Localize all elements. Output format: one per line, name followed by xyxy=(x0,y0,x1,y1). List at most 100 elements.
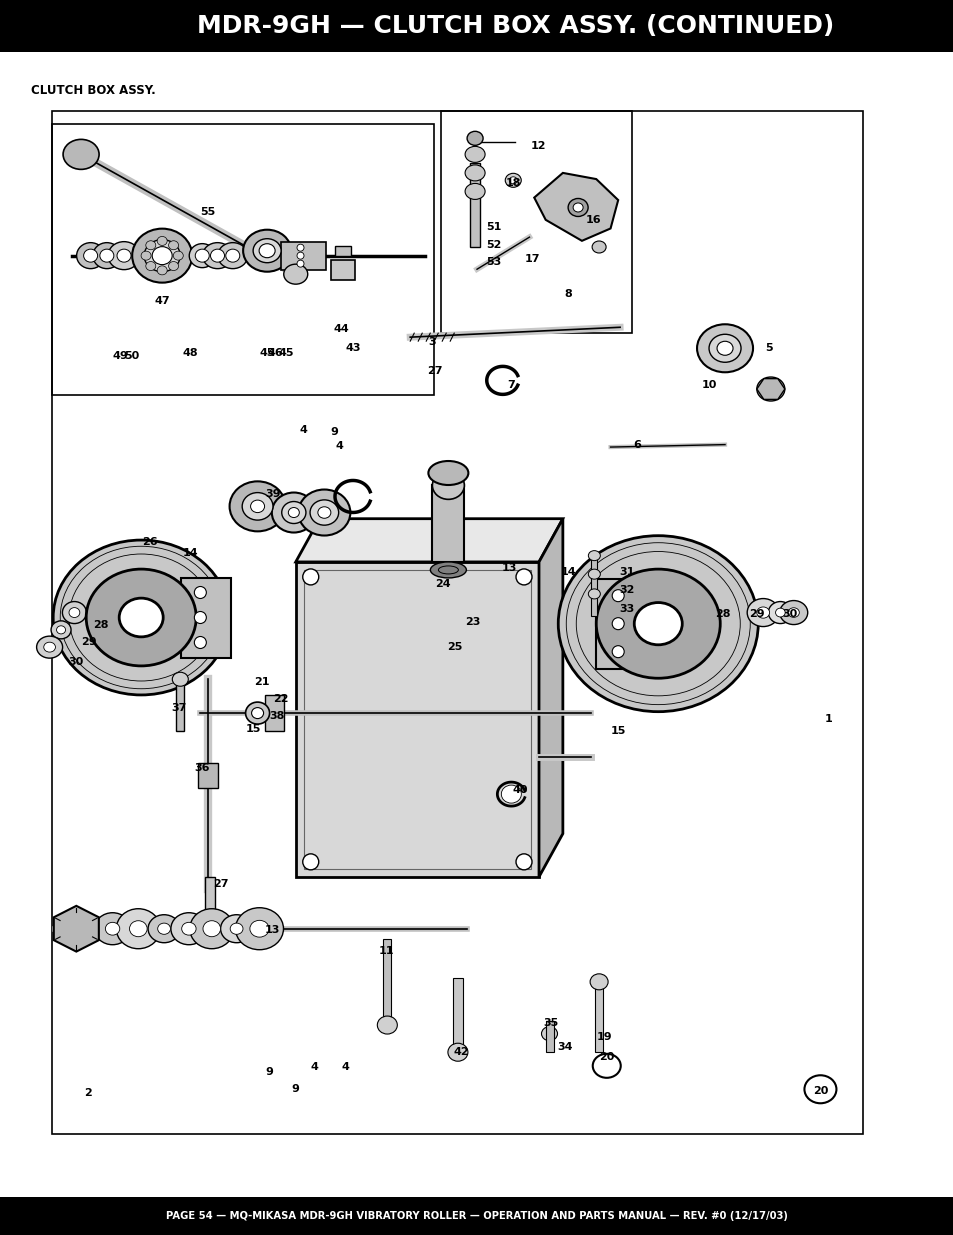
Text: 32: 32 xyxy=(618,585,634,595)
Text: 49: 49 xyxy=(112,351,128,361)
Ellipse shape xyxy=(467,131,482,146)
Ellipse shape xyxy=(53,540,229,695)
Text: 9: 9 xyxy=(265,1067,273,1077)
Text: 12: 12 xyxy=(530,141,545,151)
Text: 15: 15 xyxy=(610,726,625,736)
Text: 28: 28 xyxy=(93,620,109,630)
Text: 6: 6 xyxy=(633,440,640,450)
Ellipse shape xyxy=(108,242,140,269)
Text: 22: 22 xyxy=(273,694,288,704)
Ellipse shape xyxy=(588,589,599,599)
Bar xyxy=(470,163,479,247)
Text: 47: 47 xyxy=(154,296,170,306)
Ellipse shape xyxy=(516,853,532,869)
Ellipse shape xyxy=(202,242,233,269)
Bar xyxy=(596,579,643,668)
Text: 42: 42 xyxy=(454,1047,469,1057)
Polygon shape xyxy=(538,519,562,877)
Ellipse shape xyxy=(588,551,599,561)
Ellipse shape xyxy=(501,785,520,803)
Ellipse shape xyxy=(787,608,799,618)
Bar xyxy=(181,578,231,657)
Text: 15: 15 xyxy=(246,724,261,734)
Text: 35: 35 xyxy=(543,1018,558,1028)
Ellipse shape xyxy=(505,173,520,188)
Bar xyxy=(595,988,602,1052)
Ellipse shape xyxy=(130,921,147,936)
Bar xyxy=(591,592,597,616)
Ellipse shape xyxy=(281,501,306,524)
Ellipse shape xyxy=(310,500,338,525)
Ellipse shape xyxy=(84,249,97,262)
Ellipse shape xyxy=(148,915,180,942)
Ellipse shape xyxy=(181,923,196,935)
Ellipse shape xyxy=(612,589,623,601)
Ellipse shape xyxy=(592,241,605,253)
Text: 31: 31 xyxy=(618,567,634,577)
Polygon shape xyxy=(756,379,784,399)
Ellipse shape xyxy=(169,262,178,270)
Ellipse shape xyxy=(541,1026,557,1041)
Ellipse shape xyxy=(465,147,484,162)
Ellipse shape xyxy=(51,621,71,638)
Text: 27: 27 xyxy=(427,366,442,375)
Ellipse shape xyxy=(516,569,532,585)
Bar xyxy=(453,978,462,1052)
Text: 4: 4 xyxy=(341,1062,349,1072)
Polygon shape xyxy=(295,519,562,562)
Text: 24: 24 xyxy=(435,579,450,589)
Text: 52: 52 xyxy=(486,240,501,249)
Text: 10: 10 xyxy=(701,380,717,390)
Bar xyxy=(432,485,464,562)
Text: 7: 7 xyxy=(507,380,515,390)
Text: CLUTCH BOX ASSY.: CLUTCH BOX ASSY. xyxy=(30,84,155,96)
Text: 4: 4 xyxy=(335,441,343,451)
Ellipse shape xyxy=(146,262,155,270)
Ellipse shape xyxy=(590,974,607,989)
Text: MDR-9GH — CLUTCH BOX ASSY. (CONTINUED): MDR-9GH — CLUTCH BOX ASSY. (CONTINUED) xyxy=(196,14,833,38)
Ellipse shape xyxy=(302,853,318,869)
Ellipse shape xyxy=(259,243,274,258)
Ellipse shape xyxy=(226,249,239,262)
Bar xyxy=(198,763,217,788)
Polygon shape xyxy=(53,905,99,952)
Text: 23: 23 xyxy=(465,618,480,627)
Ellipse shape xyxy=(141,251,151,261)
Ellipse shape xyxy=(756,606,769,619)
Ellipse shape xyxy=(217,242,248,269)
Bar xyxy=(281,242,326,269)
Ellipse shape xyxy=(173,251,183,261)
Text: 21: 21 xyxy=(253,677,269,687)
Ellipse shape xyxy=(298,489,350,536)
Ellipse shape xyxy=(576,552,740,695)
Ellipse shape xyxy=(171,913,207,945)
Text: 53: 53 xyxy=(486,257,501,267)
Ellipse shape xyxy=(243,230,291,272)
Polygon shape xyxy=(534,173,618,241)
Text: 17: 17 xyxy=(524,254,539,264)
Ellipse shape xyxy=(775,608,784,618)
Ellipse shape xyxy=(220,915,253,942)
Ellipse shape xyxy=(448,1044,467,1061)
Text: 29: 29 xyxy=(748,609,763,619)
Ellipse shape xyxy=(432,472,464,499)
Ellipse shape xyxy=(568,199,587,216)
Ellipse shape xyxy=(100,249,113,262)
Ellipse shape xyxy=(230,923,243,935)
Text: 38: 38 xyxy=(269,711,284,721)
Ellipse shape xyxy=(697,325,752,372)
Text: 46: 46 xyxy=(268,348,283,358)
Ellipse shape xyxy=(756,377,784,401)
Text: 8: 8 xyxy=(564,289,572,299)
Ellipse shape xyxy=(746,599,779,626)
Text: 27: 27 xyxy=(213,879,229,889)
Text: 50: 50 xyxy=(124,351,139,361)
Ellipse shape xyxy=(272,493,315,532)
Text: 33: 33 xyxy=(618,604,634,614)
Ellipse shape xyxy=(588,569,599,579)
Ellipse shape xyxy=(144,240,180,272)
Bar xyxy=(383,939,391,1025)
Ellipse shape xyxy=(708,335,740,362)
Text: 30: 30 xyxy=(781,609,797,619)
Ellipse shape xyxy=(157,266,167,275)
